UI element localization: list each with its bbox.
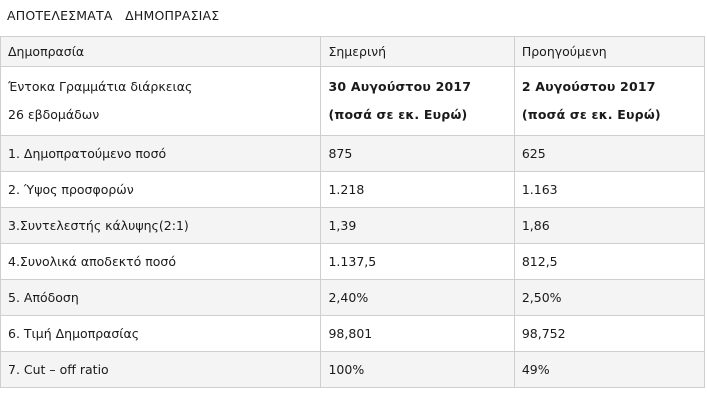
row-current-value: 1.137,5 (320, 243, 515, 280)
header-current: Σημερινή (320, 36, 515, 67)
header-previous: Προηγούμενη (513, 36, 706, 67)
row-previous-value: 625 (513, 135, 706, 172)
row-label: 5. Απόδοση (0, 279, 322, 316)
intro-previous-cell: 2 Αυγούστου 2017 (ποσά σε εκ. Ευρώ) (513, 66, 706, 136)
auction-results-table: Δημοπρασία Σημερινή Προηγούμενη Έντοκα Γ… (0, 36, 706, 388)
table-row: 5. Απόδοση 2,40% 2,50% (0, 279, 706, 316)
current-date: 30 Αυγούστου 2017 (328, 79, 472, 94)
table-row: 3.Συντελεστής κάλυψης(2:1) 1,39 1,86 (0, 207, 706, 244)
row-current-value: 98,801 (320, 315, 515, 352)
row-previous-value: 812,5 (513, 243, 706, 280)
page-title: ΑΠΟΤΕΛΕΣΜΑΤΑ ΔΗΜΟΠΡΑΣΙΑΣ (7, 8, 220, 23)
table-row: 6. Τιμή Δημοπρασίας 98,801 98,752 (0, 315, 706, 352)
row-previous-value: 49% (513, 351, 706, 388)
header-auction: Δημοπρασία (0, 36, 322, 67)
previous-unit: (ποσά σε εκ. Ευρώ) (521, 107, 661, 122)
row-current-value: 1,39 (320, 207, 515, 244)
row-label: 7. Cut – off ratio (0, 351, 322, 388)
row-label: 4.Συνολικά αποδεκτό ποσό (0, 243, 322, 280)
intro-label-line1: Έντοκα Γραμμάτια διάρκειας (8, 79, 193, 94)
table-row: 4.Συνολικά αποδεκτό ποσό 1.137,5 812,5 (0, 243, 706, 280)
row-current-value: 2,40% (320, 279, 515, 316)
row-current-value: 100% (320, 351, 515, 388)
row-current-value: 1.218 (320, 171, 515, 208)
table-row: 1. Δημοπρατούμενο ποσό 875 625 (0, 135, 706, 172)
table-header-row: Δημοπρασία Σημερινή Προηγούμενη (0, 36, 706, 67)
intro-label-cell: Έντοκα Γραμμάτια διάρκειας 26 εβδομάδων (0, 66, 322, 136)
row-label: 6. Τιμή Δημοπρασίας (0, 315, 322, 352)
row-previous-value: 1,86 (513, 207, 706, 244)
row-label: 2. Ύψος προσφορών (0, 171, 322, 208)
row-previous-value: 98,752 (513, 315, 706, 352)
row-label: 3.Συντελεστής κάλυψης(2:1) (0, 207, 322, 244)
table-intro-row: Έντοκα Γραμμάτια διάρκειας 26 εβδομάδων … (0, 66, 706, 136)
row-previous-value: 1.163 (513, 171, 706, 208)
table-row: 2. Ύψος προσφορών 1.218 1.163 (0, 171, 706, 208)
previous-date: 2 Αυγούστου 2017 (521, 79, 656, 94)
row-previous-value: 2,50% (513, 279, 706, 316)
current-unit: (ποσά σε εκ. Ευρώ) (328, 107, 468, 122)
intro-current-cell: 30 Αυγούστου 2017 (ποσά σε εκ. Ευρώ) (320, 66, 515, 136)
row-label: 1. Δημοπρατούμενο ποσό (0, 135, 322, 172)
table-row: 7. Cut – off ratio 100% 49% (0, 351, 706, 388)
row-current-value: 875 (320, 135, 515, 172)
intro-label-line2: 26 εβδομάδων (8, 107, 100, 122)
